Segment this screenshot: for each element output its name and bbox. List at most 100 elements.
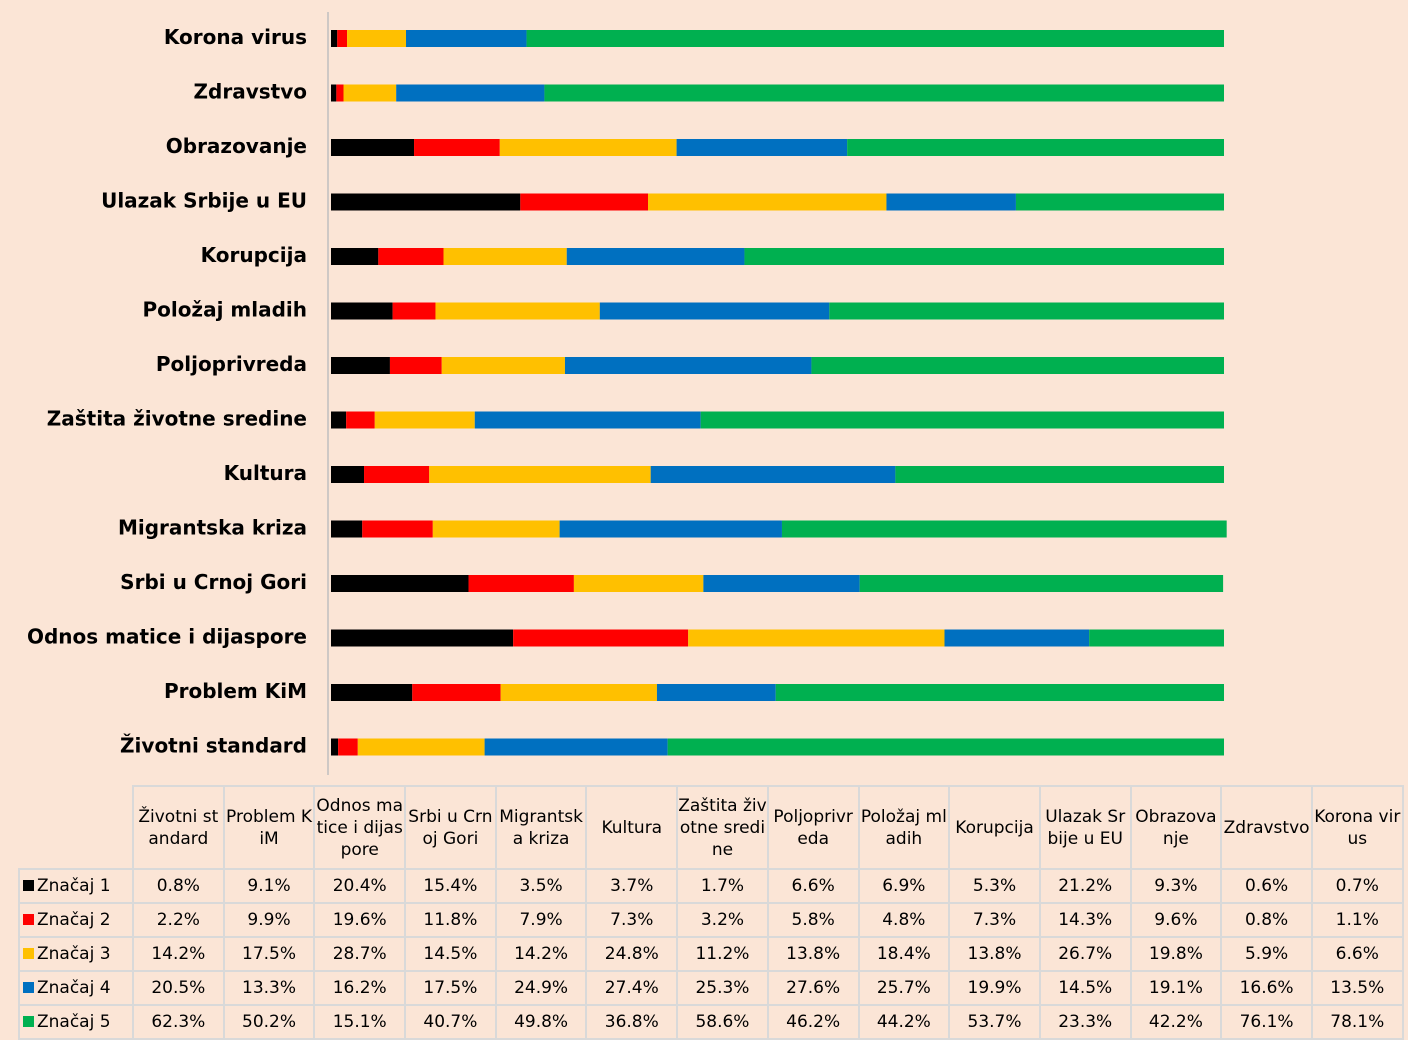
value-cell: 0.6% — [1220, 868, 1313, 904]
value-cell: 14.2% — [494, 936, 588, 972]
value-cell: 14.3% — [1038, 902, 1132, 938]
column-header: Poljoprivreda — [766, 785, 860, 870]
legend-swatch — [23, 982, 34, 993]
y-tick-label: Korupcija — [201, 243, 307, 267]
legend-label: Značaj 2 — [37, 910, 111, 930]
value-cell: 17.5% — [404, 970, 497, 1006]
column-header: Odnos matice i dijaspore — [313, 785, 407, 870]
bar-segment — [599, 302, 830, 320]
value-cell: 0.8% — [132, 868, 225, 904]
bar-segment — [859, 575, 1224, 592]
column-header: Životni standard — [132, 785, 225, 870]
legend-label: Značaj 1 — [37, 876, 111, 896]
bar-segment — [775, 684, 1224, 701]
value-cell: 27.4% — [585, 970, 679, 1006]
column-header: Problem KiM — [222, 785, 316, 870]
chart: Životni standard Problem KiM Odnos matice … — [27, 12, 1227, 775]
bar-segment — [331, 193, 521, 211]
value-cell: 1.1% — [1310, 902, 1404, 938]
bar-segment — [346, 411, 375, 429]
value-cell: 40.7% — [404, 1004, 497, 1040]
legend-label: Značaj 4 — [37, 978, 111, 998]
bar-segment — [338, 738, 358, 756]
value-cell: 11.8% — [404, 902, 497, 938]
bar-segment — [331, 248, 379, 265]
bar-segment — [331, 629, 514, 647]
value-cell: 19.6% — [313, 902, 407, 938]
bar-segment — [526, 30, 1224, 47]
bar-segment — [781, 520, 1227, 538]
value-cell: 0.8% — [1220, 902, 1313, 938]
value-cell: 49.8% — [494, 1004, 588, 1040]
value-cell: 6.9% — [857, 868, 951, 904]
bar-segment — [331, 520, 363, 538]
bar-segment — [406, 30, 527, 47]
y-tick-label: Odnos matice i dijaspore — [27, 625, 307, 649]
bar-segment — [331, 466, 365, 483]
value-cell: 7.3% — [948, 902, 1041, 938]
value-cell: 18.4% — [857, 936, 951, 972]
table-row: Značaj 2 2.2% 9.9% 19.6% 11.8% 7.9% 7.3% 3.2% 5.… — [18, 902, 1404, 938]
row-label: Značaj 2 — [18, 902, 134, 938]
bar-segment — [500, 684, 657, 701]
value-cell: 20.4% — [313, 868, 407, 904]
legend-label: Značaj 3 — [37, 944, 111, 964]
bar-segment — [811, 357, 1224, 374]
bar-segment — [347, 30, 407, 47]
value-cell: 19.9% — [948, 970, 1041, 1006]
value-cell: 28.7% — [313, 936, 407, 972]
value-cell: 0.7% — [1310, 868, 1404, 904]
y-tick-label: Obrazovanje — [166, 134, 307, 158]
value-cell: 6.6% — [766, 868, 860, 904]
bar-segment — [331, 575, 469, 592]
bar-segment — [559, 520, 782, 538]
value-cell: 3.5% — [494, 868, 588, 904]
y-tick-label: Ulazak Srbije u EU — [101, 189, 307, 213]
bar-segment — [484, 738, 668, 756]
value-cell: 15.4% — [404, 868, 497, 904]
value-cell: 13.5% — [1310, 970, 1404, 1006]
bar-segment — [829, 302, 1224, 320]
value-cell: 14.5% — [1038, 970, 1132, 1006]
bar-segment — [435, 302, 600, 320]
value-cell: 9.6% — [1129, 902, 1223, 938]
column-header: Kultura — [585, 785, 679, 870]
bar-segment — [566, 248, 745, 265]
bar-segment — [331, 84, 337, 102]
y-tick-label: Životni standard — [120, 734, 307, 758]
legend-label: Značaj 5 — [37, 1012, 111, 1032]
column-header: Zaštita životne sredine — [676, 785, 769, 870]
bar-segment — [650, 466, 896, 483]
value-cell: 42.2% — [1129, 1004, 1223, 1040]
y-tick-label: Poljoprivreda — [156, 352, 307, 376]
value-cell: 19.8% — [1129, 936, 1223, 972]
bar-segment — [392, 302, 436, 320]
y-tick-label: Korona virus — [164, 25, 307, 49]
value-cell: 24.9% — [494, 970, 588, 1006]
bar-segment — [513, 629, 689, 647]
bar-segment — [1015, 193, 1224, 211]
table-body: Značaj 1 0.8% 9.1% 20.4% 15.4% 3.5% 3.7% 1.7% 6.… — [18, 868, 1404, 1040]
value-cell: 58.6% — [676, 1004, 769, 1040]
column-header: Položaj mladih — [857, 785, 951, 870]
value-cell: 53.7% — [948, 1004, 1041, 1040]
value-cell: 9.9% — [222, 902, 316, 938]
column-header: Zdravstvo — [1220, 785, 1313, 870]
corner — [19, 786, 134, 870]
value-cell: 78.1% — [1310, 1004, 1404, 1040]
bar-segment — [331, 684, 413, 701]
bar-segment — [676, 139, 848, 156]
value-cell: 19.1% — [1129, 970, 1223, 1006]
value-cell: 62.3% — [132, 1004, 225, 1040]
value-cell: 16.2% — [313, 970, 407, 1006]
value-cell: 25.3% — [676, 970, 769, 1006]
table-row: Značaj 4 20.5% 13.3% 16.2% 17.5% 24.9% 27.4% 25… — [18, 970, 1404, 1006]
legend-swatch — [23, 914, 34, 925]
y-tick-label: Položaj mladih — [142, 298, 307, 322]
row-label: Značaj 1 — [18, 868, 134, 904]
bar-segment — [886, 193, 1016, 211]
value-cell: 2.2% — [132, 902, 225, 938]
value-cell: 13.8% — [948, 936, 1041, 972]
legend-swatch — [23, 948, 34, 959]
